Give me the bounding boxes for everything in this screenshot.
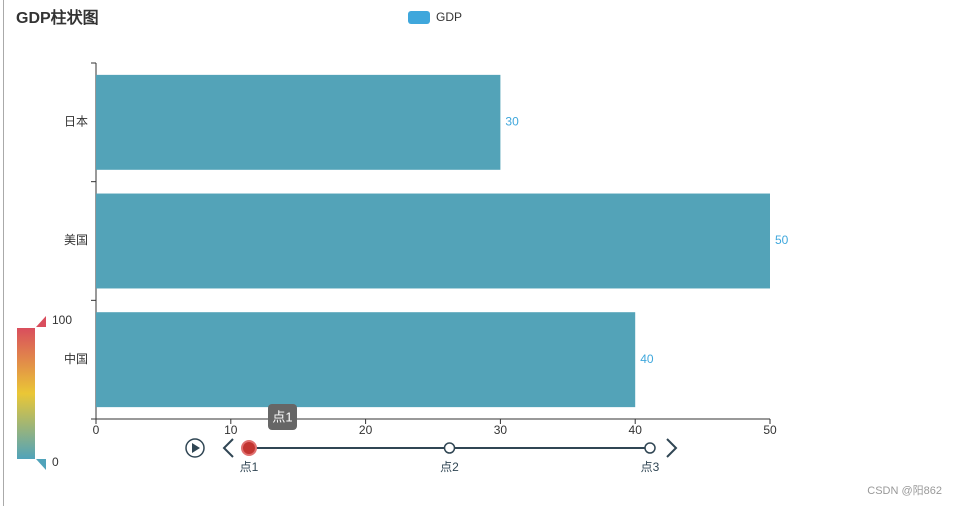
y-tick-label: 中国 bbox=[64, 351, 88, 366]
prev-button[interactable] bbox=[222, 438, 234, 458]
x-tick-label: 10 bbox=[224, 423, 238, 437]
visual-map-max-label: 100 bbox=[52, 313, 72, 327]
x-tick-label: 40 bbox=[629, 423, 643, 437]
bar[interactable] bbox=[96, 312, 636, 408]
x-tick-label: 50 bbox=[763, 423, 777, 437]
legend-swatch[interactable] bbox=[408, 11, 430, 24]
play-icon bbox=[192, 443, 200, 453]
timeline-point[interactable] bbox=[443, 442, 456, 454]
value-label: 30 bbox=[505, 115, 519, 129]
chart-title: GDP柱状图 bbox=[16, 8, 99, 27]
x-tick-label: 20 bbox=[359, 423, 373, 437]
x-tick-label: 30 bbox=[494, 423, 508, 437]
visual-map-bar bbox=[17, 328, 35, 459]
next-button[interactable] bbox=[666, 438, 678, 458]
visual-map-handle-bottom[interactable] bbox=[36, 459, 46, 470]
bar[interactable] bbox=[96, 193, 770, 289]
x-tick-label: 0 bbox=[93, 423, 100, 437]
y-tick-label: 美国 bbox=[64, 233, 88, 247]
timeline-label: 点1 bbox=[240, 460, 259, 474]
visual-map-handle-top[interactable] bbox=[36, 316, 46, 327]
play-button[interactable] bbox=[185, 438, 205, 458]
bar[interactable] bbox=[96, 74, 501, 170]
legend-label[interactable]: GDP bbox=[436, 10, 462, 24]
visual-map-min-label: 0 bbox=[52, 455, 59, 469]
value-label: 50 bbox=[775, 233, 789, 247]
value-label: 40 bbox=[640, 352, 654, 366]
timeline-point[interactable] bbox=[644, 442, 656, 454]
timeline-label: 点2 bbox=[440, 460, 459, 474]
y-tick-label: 日本 bbox=[64, 115, 88, 129]
tooltip-text: 点1 bbox=[272, 409, 292, 424]
timeline-label: 点3 bbox=[641, 460, 660, 474]
timeline-point[interactable] bbox=[241, 440, 257, 456]
watermark: CSDN @阳862 bbox=[867, 484, 942, 497]
tooltip-box bbox=[268, 404, 297, 430]
